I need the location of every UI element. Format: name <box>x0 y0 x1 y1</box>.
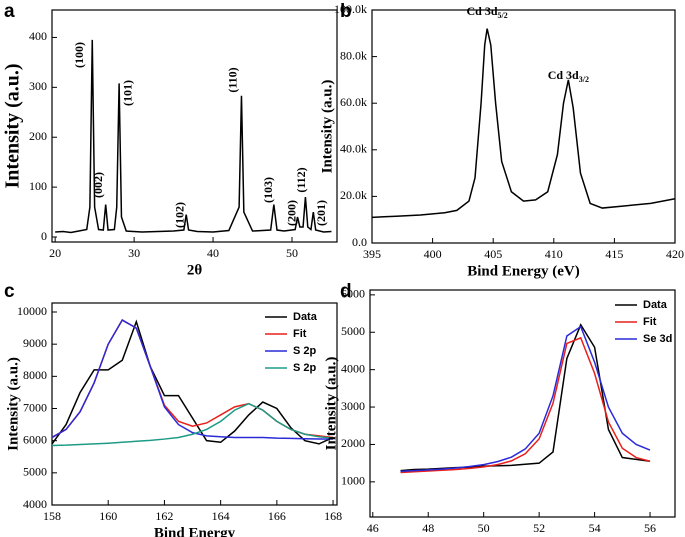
legend-label: Data <box>293 311 318 323</box>
x-tick-label: 158 <box>43 509 61 523</box>
y-tick-label: 4000 <box>23 497 47 511</box>
panel-label: d <box>340 281 352 302</box>
x-tick-label: 166 <box>268 509 286 523</box>
x-axis-label: Bind Energy <box>154 525 236 537</box>
y-tick-label: 5000 <box>341 324 365 338</box>
peak-label: (201) <box>314 200 328 226</box>
legend-label: Data <box>643 299 668 311</box>
peak-label: (110) <box>225 67 239 92</box>
x-axis-label: 2θ <box>187 262 203 278</box>
y-tick-label: 7000 <box>23 400 47 414</box>
peak-label: (103) <box>261 177 275 203</box>
x-tick-label: 46 <box>367 521 379 535</box>
x-tick-label: 56 <box>644 521 656 535</box>
y-tick-label: 1000 <box>341 474 365 488</box>
x-tick-label: 400 <box>424 247 442 261</box>
y-tick-label: 6000 <box>341 287 365 301</box>
panel-label: b <box>340 1 352 22</box>
y-tick-label: 100.0k <box>334 2 367 16</box>
data-line <box>51 319 334 439</box>
y-tick-label: 0.0 <box>352 235 367 249</box>
plot-frame <box>371 9 676 244</box>
peak-label: (101) <box>120 80 134 106</box>
legend-label: S 2p <box>293 345 317 357</box>
data-line <box>371 28 676 219</box>
y-tick-label: 3000 <box>341 399 365 413</box>
x-tick-label: 160 <box>99 509 117 523</box>
y-axis-label: Intensity (a.u.) <box>5 357 21 451</box>
x-tick-label: 40 <box>207 246 219 260</box>
peak-label: (112) <box>294 167 308 192</box>
peak-label: Cd 3d5/2 <box>467 4 508 20</box>
data-line <box>400 336 651 474</box>
y-tick-label: 6000 <box>23 432 47 446</box>
legend-label: S 2p <box>293 362 317 374</box>
data-line <box>400 325 651 473</box>
peak-label-text: Cd 3d <box>548 68 579 82</box>
y-tick-label: 80.0k <box>340 48 367 62</box>
x-tick-label: 48 <box>422 521 434 535</box>
peak-label-sub: 3/2 <box>579 75 589 84</box>
y-tick-label: 8000 <box>23 368 47 382</box>
y-axis-label: Intensity (a.u.) <box>323 357 339 451</box>
x-tick-label: 420 <box>666 247 684 261</box>
y-axis-label: Intensity (a.u.) <box>319 80 335 174</box>
x-tick-label: 395 <box>363 247 381 261</box>
x-tick-label: 168 <box>324 509 342 523</box>
x-axis-label: Bind Energy (eV) <box>467 263 580 279</box>
y-tick-label: 200 <box>29 129 47 143</box>
x-tick-label: 52 <box>533 521 545 535</box>
y-tick-label: 60.0k <box>340 95 367 109</box>
plot-frame <box>51 302 338 506</box>
panel-label: a <box>4 1 15 22</box>
plot-frame <box>51 9 338 243</box>
data-line <box>55 39 332 234</box>
y-tick-label: 40.0k <box>340 142 367 156</box>
x-tick-label: 30 <box>128 246 140 260</box>
y-tick-label: 2000 <box>341 436 365 450</box>
x-tick-label: 162 <box>155 509 173 523</box>
x-tick-label: 20 <box>49 246 61 260</box>
y-tick-label: 4000 <box>341 361 365 375</box>
x-tick-label: 405 <box>484 247 502 261</box>
peak-label: (002) <box>91 172 105 198</box>
x-tick-label: 415 <box>605 247 623 261</box>
peak-label: (200) <box>285 200 299 226</box>
x-tick-label: 54 <box>589 521 601 535</box>
legend-label: Se 3d <box>643 333 672 345</box>
y-tick-label: 300 <box>29 79 47 93</box>
panel-label: c <box>4 281 15 302</box>
legend-label: Fit <box>643 316 657 328</box>
peak-label-sub: 5/2 <box>498 11 508 20</box>
y-tick-label: 20.0k <box>340 188 367 202</box>
peak-label: Cd 3d3/2 <box>548 68 589 84</box>
y-tick-label: 100 <box>29 179 47 193</box>
peak-label: (100) <box>72 42 86 68</box>
y-tick-label: 0 <box>41 229 47 243</box>
y-tick-label: 5000 <box>23 465 47 479</box>
legend-label: Fit <box>293 328 307 340</box>
x-tick-label: 50 <box>478 521 490 535</box>
plot-frame <box>369 289 676 518</box>
peak-label-text: Cd 3d <box>467 4 498 18</box>
data-line <box>51 402 334 447</box>
x-tick-label: 164 <box>212 509 230 523</box>
peak-label: (102) <box>172 202 186 228</box>
x-tick-label: 410 <box>545 247 563 261</box>
x-tick-label: 50 <box>286 246 298 260</box>
y-tick-label: 400 <box>29 29 47 43</box>
y-tick-label: 10000 <box>17 304 47 318</box>
y-axis-label: Intensity (a.u.) <box>2 63 24 188</box>
y-tick-label: 9000 <box>23 336 47 350</box>
data-line <box>51 319 334 440</box>
